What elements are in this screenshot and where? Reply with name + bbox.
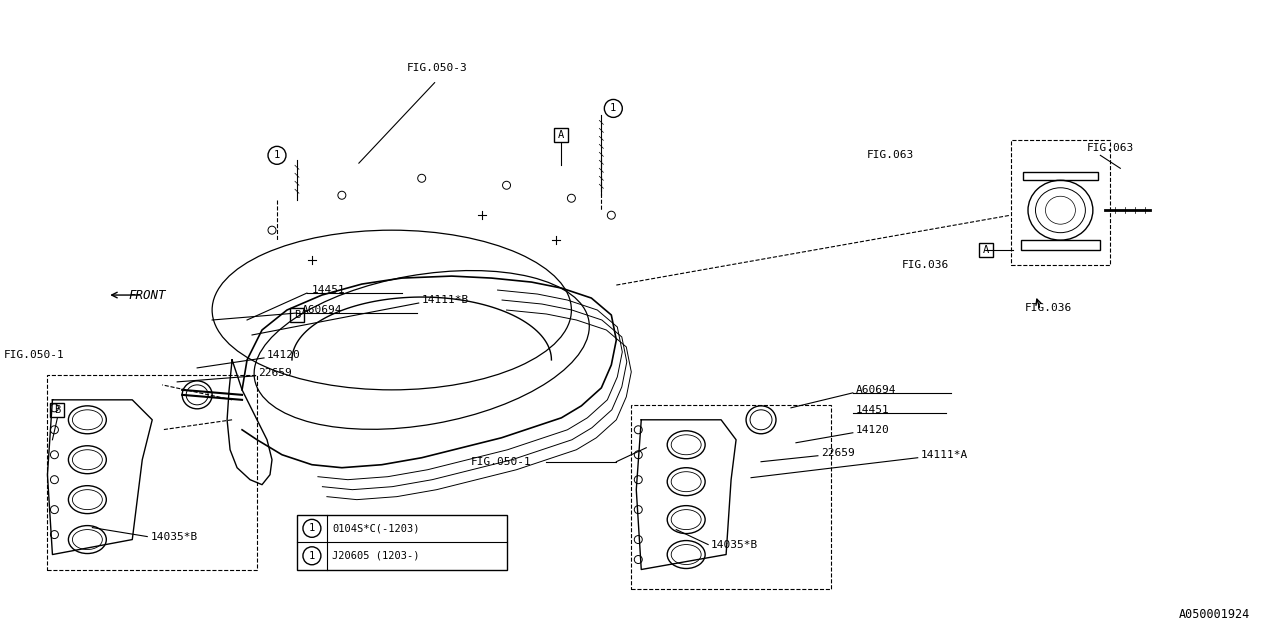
Text: 0104S*C(-1203): 0104S*C(-1203)	[332, 524, 420, 533]
Bar	[1020, 240, 1101, 250]
Text: 14035*B: 14035*B	[712, 540, 758, 550]
Text: 22659: 22659	[259, 368, 292, 378]
Bar	[631, 405, 831, 589]
Bar	[47, 375, 257, 570]
Text: 14111*A: 14111*A	[920, 450, 968, 460]
Text: 14451: 14451	[856, 405, 890, 415]
Text: 1: 1	[308, 524, 315, 533]
Bar	[291, 308, 303, 322]
Text: A050001924: A050001924	[1179, 608, 1251, 621]
Bar	[50, 403, 64, 417]
Text: 22659: 22659	[820, 448, 855, 458]
Text: FIG.050-1: FIG.050-1	[4, 350, 65, 360]
Bar	[1023, 172, 1098, 180]
Text: 1: 1	[308, 551, 315, 561]
Text: 14120: 14120	[856, 425, 890, 435]
Text: 14120: 14120	[268, 350, 301, 360]
Text: FIG.050-3: FIG.050-3	[406, 63, 467, 74]
Text: 14035*B: 14035*B	[150, 532, 197, 541]
Text: FRONT: FRONT	[128, 289, 166, 301]
Text: B: B	[54, 405, 60, 415]
Text: FIG.036: FIG.036	[1025, 303, 1073, 313]
Text: 1: 1	[274, 150, 280, 161]
Text: B: B	[294, 310, 300, 320]
Bar	[979, 243, 992, 257]
Text: 14451: 14451	[312, 285, 346, 295]
Text: 14111*B: 14111*B	[421, 295, 468, 305]
Text: 1: 1	[611, 104, 617, 113]
Text: FIG.036: FIG.036	[902, 260, 950, 270]
Text: A60694: A60694	[856, 385, 896, 395]
Text: FIG.063: FIG.063	[867, 150, 914, 161]
Bar	[297, 515, 507, 570]
Text: A60694: A60694	[302, 305, 343, 315]
Bar	[554, 129, 568, 142]
Text: FIG.063: FIG.063	[1087, 143, 1134, 154]
Bar	[1010, 140, 1110, 265]
Text: A: A	[983, 245, 988, 255]
Text: A: A	[558, 131, 564, 140]
Text: FIG.050-1: FIG.050-1	[471, 457, 532, 467]
Text: J20605 (1203-): J20605 (1203-)	[332, 551, 420, 561]
